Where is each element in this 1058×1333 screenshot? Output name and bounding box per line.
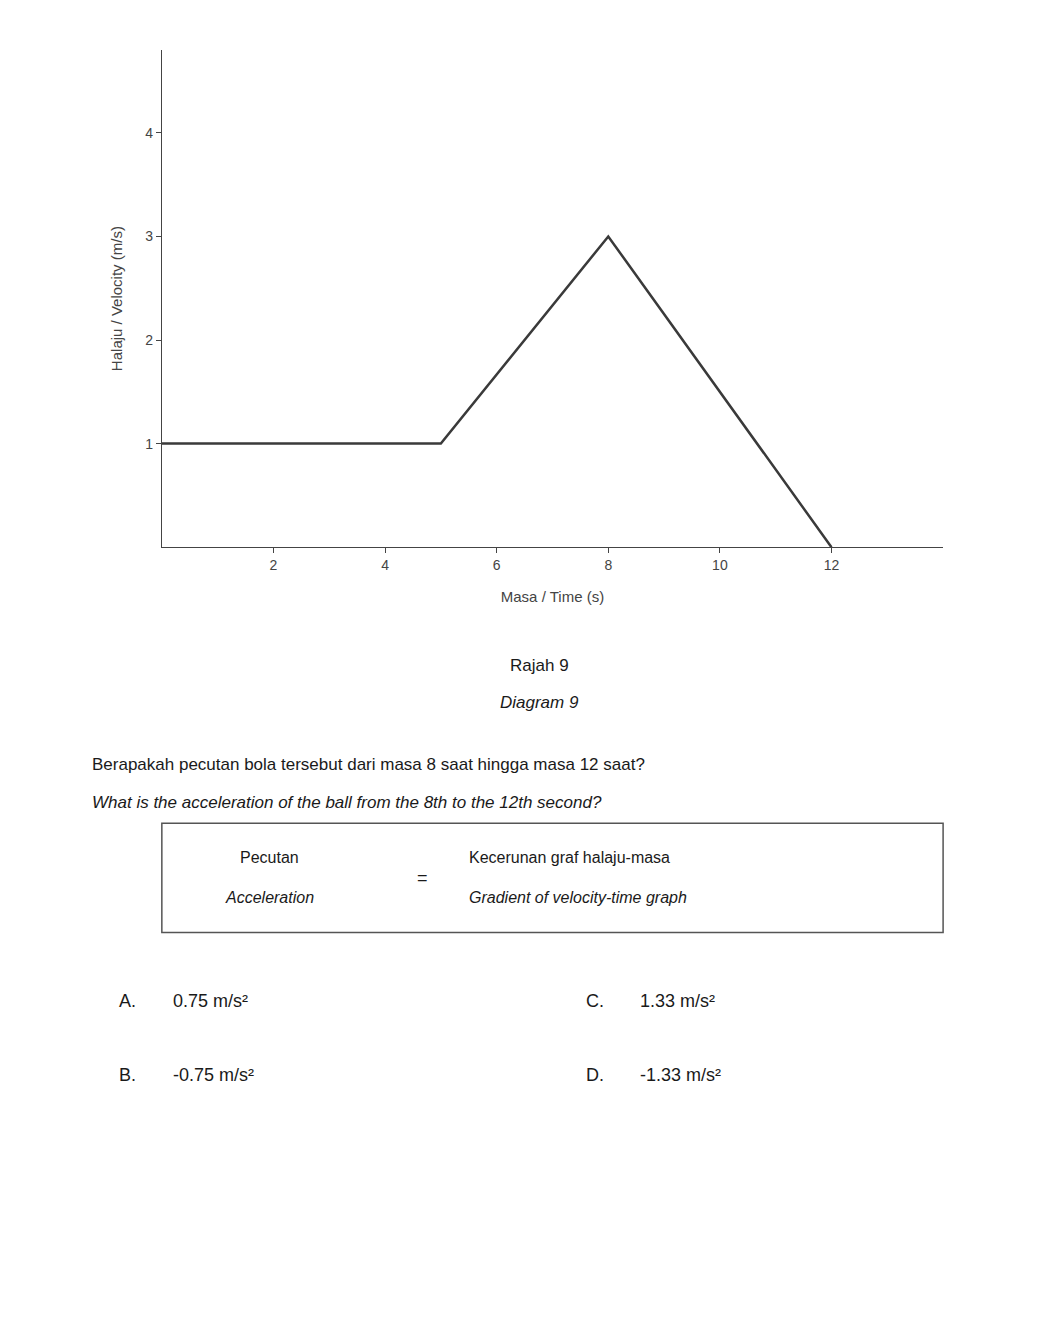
svg-text:6: 6 [493,557,501,573]
svg-text:2: 2 [145,332,153,348]
svg-text:12: 12 [824,557,840,573]
svg-text:Pecutan: Pecutan [240,849,299,866]
svg-text:2: 2 [270,557,278,573]
svg-text:1.33 m/s²: 1.33 m/s² [640,991,715,1011]
svg-text:-0.75 m/s²: -0.75 m/s² [173,1065,254,1085]
svg-text:Halaju / Velocity (m/s): Halaju / Velocity (m/s) [108,226,125,371]
svg-text:0.75 m/s²: 0.75 m/s² [173,991,248,1011]
svg-text:Berapakah pecutan bola tersebu: Berapakah pecutan bola tersebut dari mas… [92,755,645,774]
svg-text:Acceleration: Acceleration [225,889,314,906]
svg-text:-1.33 m/s²: -1.33 m/s² [640,1065,721,1085]
svg-text:4: 4 [145,125,153,141]
svg-text:1: 1 [145,436,153,452]
svg-text:8: 8 [604,557,612,573]
svg-text:Kecerunan graf halaju-masa: Kecerunan graf halaju-masa [469,849,670,866]
svg-text:A.: A. [119,991,136,1011]
svg-text:Gradient of velocity-time grap: Gradient of velocity-time graph [469,889,687,906]
svg-text:=: = [417,868,428,888]
svg-text:What is the acceleration of th: What is the acceleration of the ball fro… [92,793,602,812]
svg-text:B.: B. [119,1065,136,1085]
svg-text:10: 10 [712,557,728,573]
svg-text:Masa / Time (s): Masa / Time (s) [501,588,604,605]
svg-text:Rajah 9: Rajah 9 [510,656,569,675]
svg-text:3: 3 [145,228,153,244]
svg-text:C.: C. [586,991,604,1011]
svg-text:D.: D. [586,1065,604,1085]
svg-text:4: 4 [381,557,389,573]
svg-text:Diagram 9: Diagram 9 [500,693,579,712]
